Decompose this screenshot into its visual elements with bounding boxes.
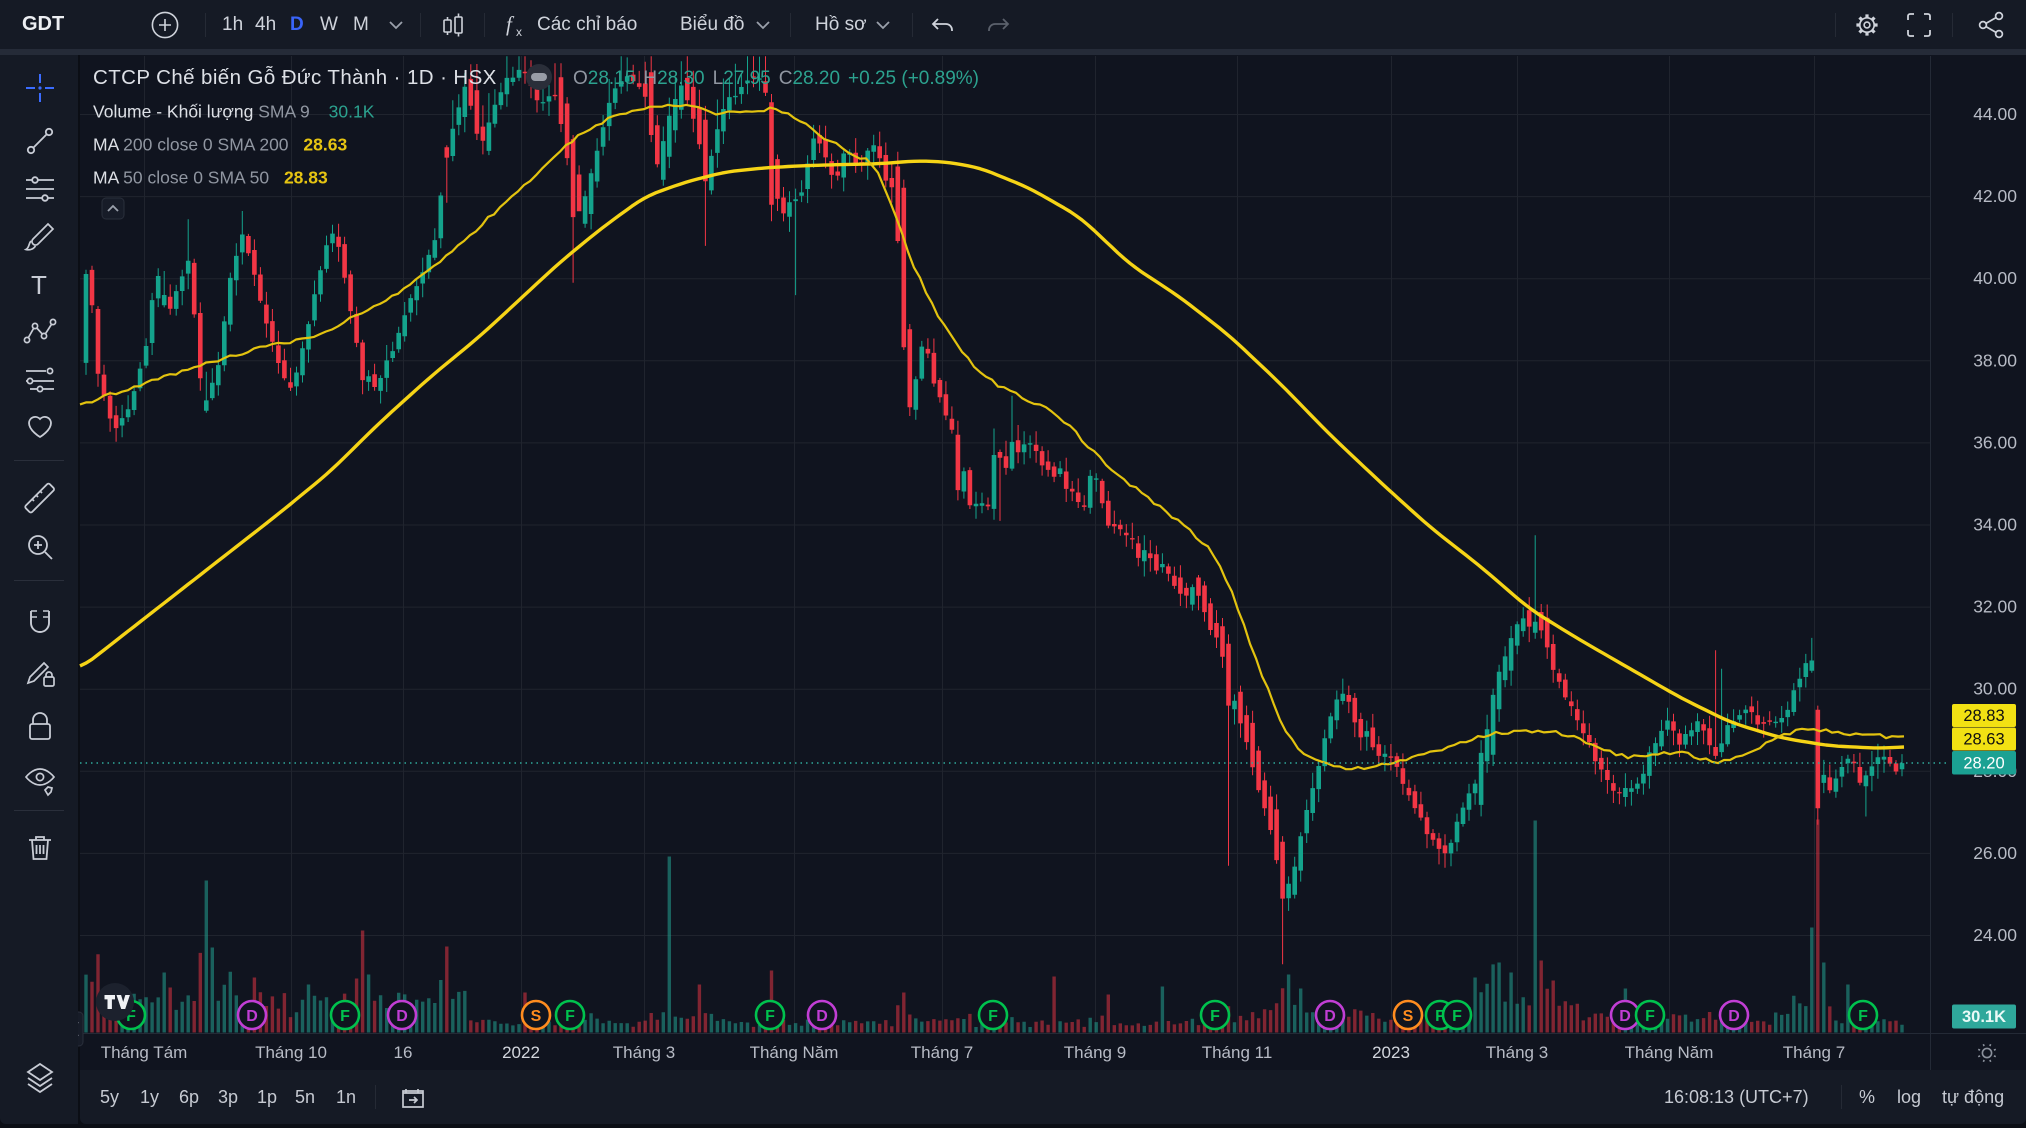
- svg-text:2023: 2023: [1372, 1043, 1410, 1062]
- svg-text:32.00: 32.00: [1973, 597, 2017, 617]
- svg-text:S: S: [531, 1008, 542, 1025]
- svg-text:40.00: 40.00: [1973, 268, 2017, 288]
- svg-text:Tháng 7: Tháng 7: [911, 1043, 973, 1062]
- svg-text:F: F: [1435, 1008, 1445, 1025]
- svg-text:F: F: [565, 1008, 575, 1025]
- svg-text:Tháng 7: Tháng 7: [1783, 1043, 1845, 1062]
- svg-text:28.20: 28.20: [1963, 755, 2004, 773]
- svg-text:CTCP Chế biến Gỗ Đức Thành · 1: CTCP Chế biến Gỗ Đức Thành · 1D · HSX: [93, 66, 497, 89]
- svg-text:F: F: [1210, 1008, 1220, 1025]
- svg-text:42.00: 42.00: [1973, 186, 2017, 206]
- svg-text:D: D: [816, 1008, 828, 1025]
- svg-text:28.63: 28.63: [1963, 731, 2004, 749]
- svg-text:Tháng Năm: Tháng Năm: [750, 1043, 839, 1062]
- svg-text:34.00: 34.00: [1973, 515, 2017, 535]
- svg-text:Tháng 3: Tháng 3: [613, 1043, 675, 1062]
- svg-text:Tháng 10: Tháng 10: [255, 1043, 327, 1062]
- svg-text:MA 50 close 0 SMA 50 28.83: MA 50 close 0 SMA 50 28.83: [93, 168, 328, 188]
- svg-text:Tháng Tám: Tháng Tám: [101, 1043, 188, 1062]
- svg-text:38.00: 38.00: [1973, 350, 2017, 370]
- svg-text:Tháng 9: Tháng 9: [1064, 1043, 1126, 1062]
- svg-text:44.00: 44.00: [1973, 104, 2017, 124]
- svg-text:36.00: 36.00: [1973, 432, 2017, 452]
- svg-text:Tháng 11: Tháng 11: [1202, 1043, 1273, 1062]
- svg-text:F: F: [1452, 1008, 1462, 1025]
- svg-text:F: F: [126, 1008, 136, 1025]
- svg-text:F: F: [1645, 1008, 1655, 1025]
- svg-text:2022: 2022: [502, 1043, 540, 1062]
- svg-text:S: S: [1403, 1008, 1414, 1025]
- svg-text:26.00: 26.00: [1973, 843, 2017, 863]
- svg-text:MA 200 close 0 SMA 200 28.63: MA 200 close 0 SMA 200 28.63: [93, 135, 347, 155]
- svg-text:x: x: [516, 25, 522, 39]
- svg-text:D: D: [246, 1008, 258, 1025]
- svg-text:30.1K: 30.1K: [1962, 1008, 2006, 1026]
- svg-text:T: T: [31, 270, 47, 300]
- svg-text:Volume - Khối lượng SMA 9 30.1: Volume - Khối lượng SMA 9 30.1K: [93, 102, 375, 122]
- svg-text:Tháng 3: Tháng 3: [1486, 1043, 1548, 1062]
- svg-text:Tháng Năm: Tháng Năm: [1625, 1043, 1714, 1062]
- svg-text:f: f: [506, 12, 515, 36]
- svg-text:F: F: [988, 1008, 998, 1025]
- svg-text:D: D: [1619, 1008, 1631, 1025]
- svg-text:24.00: 24.00: [1973, 925, 2017, 945]
- svg-text:F: F: [340, 1008, 350, 1025]
- svg-text:28.83: 28.83: [1963, 707, 2004, 725]
- svg-text:F: F: [1858, 1008, 1868, 1025]
- svg-text:F: F: [765, 1008, 775, 1025]
- svg-text:D: D: [1728, 1008, 1740, 1025]
- svg-text:D: D: [396, 1008, 408, 1025]
- svg-text:D: D: [1324, 1008, 1336, 1025]
- svg-text:16: 16: [394, 1043, 413, 1062]
- svg-text:30.00: 30.00: [1973, 679, 2017, 699]
